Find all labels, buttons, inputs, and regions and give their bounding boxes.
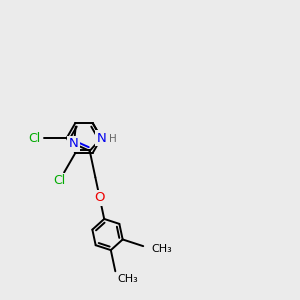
Text: N: N — [96, 131, 106, 145]
Text: Cl: Cl — [28, 131, 41, 145]
Text: H: H — [110, 134, 117, 144]
Text: CH₃: CH₃ — [117, 274, 138, 284]
Text: N: N — [69, 137, 79, 150]
Text: O: O — [94, 191, 105, 204]
Text: CH₃: CH₃ — [151, 244, 172, 254]
Text: Cl: Cl — [53, 174, 65, 187]
